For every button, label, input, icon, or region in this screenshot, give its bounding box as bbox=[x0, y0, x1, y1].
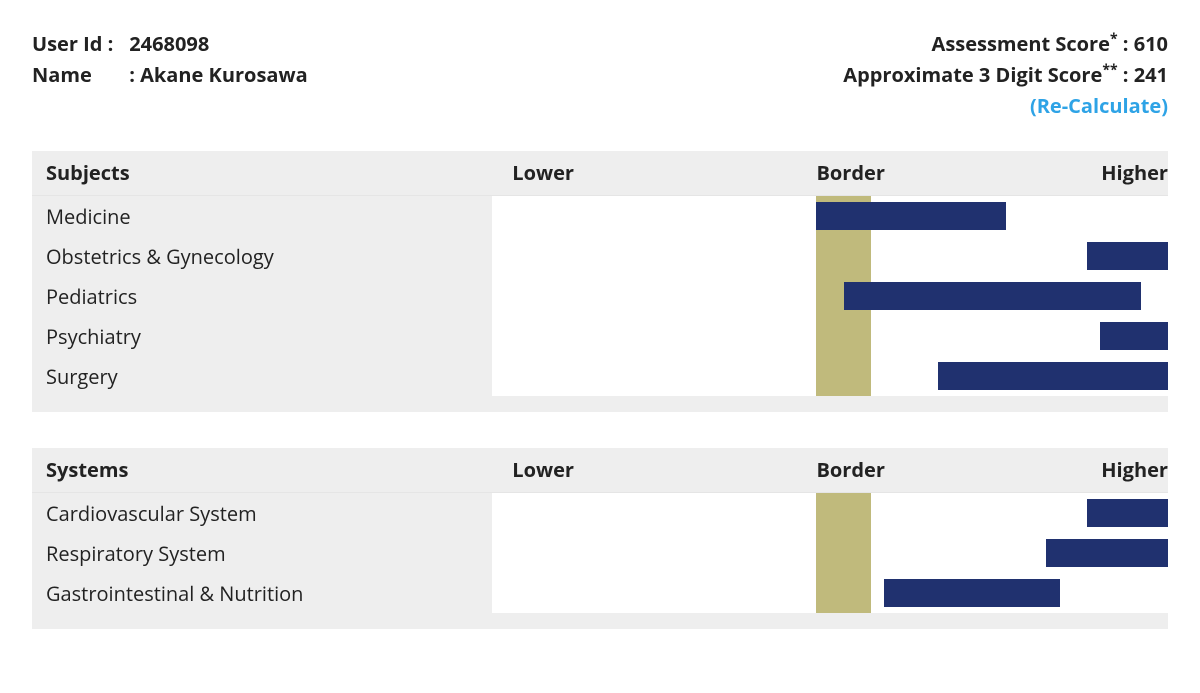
name-sep: : bbox=[129, 61, 135, 88]
row-label: Gastrointestinal & Nutrition bbox=[32, 580, 492, 607]
border-band bbox=[816, 316, 870, 356]
assessment-label: Assessment Score bbox=[932, 30, 1110, 57]
score-bar bbox=[816, 202, 1005, 230]
score-bar bbox=[1046, 539, 1168, 567]
chart-body: Medicine Obstetrics & Gynecology Pediatric… bbox=[32, 196, 1168, 396]
row-chart-area bbox=[492, 493, 1168, 533]
assessment-sup: * bbox=[1110, 29, 1118, 48]
header-higher: Higher bbox=[1101, 456, 1168, 483]
row-label: Medicine bbox=[32, 203, 492, 230]
chart-row: Cardiovascular System bbox=[32, 493, 1168, 533]
score-bar bbox=[1100, 322, 1168, 350]
row-chart-area bbox=[492, 573, 1168, 613]
panel-header: Subjects Lower Border Higher bbox=[32, 151, 1168, 196]
row-chart-area bbox=[492, 196, 1168, 236]
chart-row: Pediatrics bbox=[32, 276, 1168, 316]
recalculate-link[interactable]: (Re-Calculate) bbox=[843, 90, 1168, 121]
chart-row: Medicine bbox=[32, 196, 1168, 236]
chart-row: Gastrointestinal & Nutrition bbox=[32, 573, 1168, 613]
row-chart-area bbox=[492, 533, 1168, 573]
header-lower: Lower bbox=[512, 456, 574, 483]
border-band bbox=[816, 493, 870, 533]
name-line: Name : Akane Kurosawa bbox=[32, 59, 308, 90]
row-label: Obstetrics & Gynecology bbox=[32, 243, 492, 270]
row-label: Surgery bbox=[32, 363, 492, 390]
chart-body: Cardiovascular System Respiratory System G… bbox=[32, 493, 1168, 613]
approx-label: Approximate 3 Digit Score bbox=[843, 61, 1102, 88]
assessment-value: 610 bbox=[1134, 30, 1168, 57]
border-band bbox=[816, 236, 870, 276]
header-border: Border bbox=[816, 159, 884, 186]
chart-row: Respiratory System bbox=[32, 533, 1168, 573]
assessment-sep: : bbox=[1118, 30, 1134, 57]
name-label: Name bbox=[32, 59, 124, 90]
row-label: Pediatrics bbox=[32, 283, 492, 310]
section-title: Systems bbox=[32, 456, 492, 484]
header-right: Assessment Score* : 610 Approximate 3 Di… bbox=[843, 28, 1168, 121]
header-border: Border bbox=[816, 456, 884, 483]
border-band bbox=[816, 356, 870, 396]
chart-header-area: Lower Border Higher bbox=[492, 159, 1168, 187]
approx-sep: : bbox=[1118, 61, 1134, 88]
header-higher: Higher bbox=[1101, 159, 1168, 186]
performance-panel: Subjects Lower Border Higher Medicine Obstetr… bbox=[32, 151, 1168, 412]
performance-panel: Systems Lower Border Higher Cardiovascular S… bbox=[32, 448, 1168, 629]
border-band bbox=[816, 533, 870, 573]
panel-footer-space bbox=[32, 613, 1168, 629]
header-lower: Lower bbox=[512, 159, 574, 186]
chart-row: Surgery bbox=[32, 356, 1168, 396]
score-bar bbox=[938, 362, 1168, 390]
score-bar bbox=[844, 282, 1141, 310]
header: User Id : 2468098 Name : Akane Kurosawa … bbox=[32, 28, 1168, 121]
assessment-line: Assessment Score* : 610 bbox=[843, 28, 1168, 59]
score-bar bbox=[1087, 499, 1168, 527]
approx-line: Approximate 3 Digit Score** : 241 bbox=[843, 59, 1168, 90]
row-label: Psychiatry bbox=[32, 323, 492, 350]
header-left: User Id : 2468098 Name : Akane Kurosawa bbox=[32, 28, 308, 90]
user-id-line: User Id : 2468098 bbox=[32, 28, 308, 59]
border-band bbox=[816, 573, 870, 613]
row-chart-area bbox=[492, 316, 1168, 356]
approx-value: 241 bbox=[1134, 61, 1168, 88]
chart-header-area: Lower Border Higher bbox=[492, 456, 1168, 484]
row-label: Respiratory System bbox=[32, 540, 492, 567]
name-value: Akane Kurosawa bbox=[140, 61, 308, 88]
row-label: Cardiovascular System bbox=[32, 500, 492, 527]
chart-row: Obstetrics & Gynecology bbox=[32, 236, 1168, 276]
chart-row: Psychiatry bbox=[32, 316, 1168, 356]
row-chart-area bbox=[492, 356, 1168, 396]
user-id-label: User Id : bbox=[32, 28, 124, 59]
approx-sup: ** bbox=[1102, 60, 1117, 79]
score-bar bbox=[884, 579, 1060, 607]
section-title: Subjects bbox=[32, 159, 492, 187]
row-chart-area bbox=[492, 236, 1168, 276]
score-bar bbox=[1087, 242, 1168, 270]
panel-footer-space bbox=[32, 396, 1168, 412]
row-chart-area bbox=[492, 276, 1168, 316]
panel-header: Systems Lower Border Higher bbox=[32, 448, 1168, 493]
user-id-value: 2468098 bbox=[129, 30, 209, 57]
